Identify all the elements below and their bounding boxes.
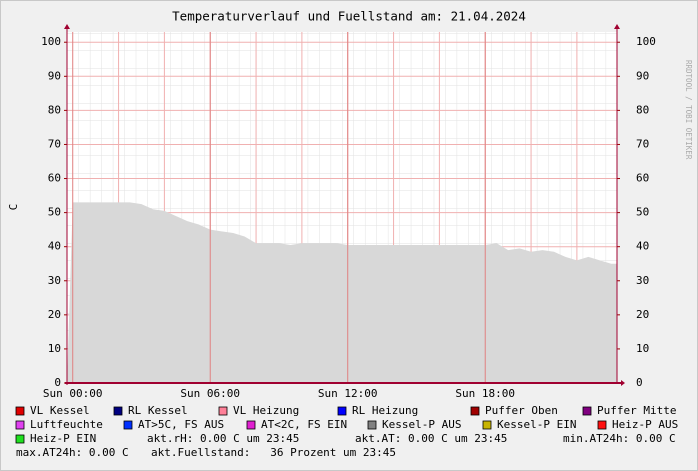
y2-tick-label: 30	[636, 274, 649, 287]
chart-title: Temperaturverlauf und Fuellstand am: 21.…	[172, 9, 526, 24]
y-tick-label: 60	[48, 172, 61, 185]
legend-label: Heiz-P AUS	[612, 418, 678, 431]
x-tick-label: Sun 00:00	[43, 387, 103, 400]
legend-label: AT<2C, FS EIN	[261, 418, 347, 431]
x-arrow	[621, 380, 625, 386]
annotation: min.AT24h: 0.00 C	[563, 432, 676, 445]
y2-tick-label: 60	[636, 172, 649, 185]
legend-swatch	[482, 420, 492, 430]
y2-tick-label: 10	[636, 342, 649, 355]
annotation: akt.Fuellstand: 36 Prozent um 23:45	[151, 446, 396, 459]
y2-tick-label: 0	[636, 376, 643, 389]
y-tick-label: 40	[48, 240, 61, 253]
y-tick-label: 0	[54, 376, 61, 389]
legend-swatch	[15, 406, 25, 416]
y-tick-label: 80	[48, 103, 61, 116]
y-tick-label: 90	[48, 69, 61, 82]
y-tick-label: 50	[48, 206, 61, 219]
legend-swatch	[470, 406, 480, 416]
y-tick-label: 30	[48, 274, 61, 287]
legend-swatch	[337, 406, 347, 416]
legend-swatch	[218, 406, 228, 416]
y2-tick-label: 50	[636, 206, 649, 219]
y2-tick-label: 90	[636, 69, 649, 82]
y2-tick-label: 70	[636, 137, 649, 150]
x-tick-label: Sun 12:00	[318, 387, 378, 400]
legend-swatch	[597, 420, 607, 430]
y2-tick-label: 20	[636, 308, 649, 321]
watermark: RRDTOOL / TOBI OETIKER	[684, 60, 693, 160]
legend-swatch	[15, 434, 25, 444]
legend-label: VL Heizung	[233, 404, 299, 417]
legend-swatch	[582, 406, 592, 416]
legend-label: Kessel-P AUS	[382, 418, 461, 431]
legend-swatch	[123, 420, 133, 430]
y2-tick-label: 40	[636, 240, 649, 253]
x-tick-label: Sun 18:00	[455, 387, 515, 400]
annotation: max.AT24h: 0.00 C	[16, 446, 129, 459]
y-axis-label: C	[7, 204, 20, 211]
legend-swatch	[15, 420, 25, 430]
legend-label: AT>5C, FS AUS	[138, 418, 224, 431]
legend-label: Puffer Mitte	[597, 404, 676, 417]
legend-swatch	[113, 406, 123, 416]
y-tick-label: 70	[48, 137, 61, 150]
legend-swatch	[367, 420, 377, 430]
legend-label: RL Heizung	[352, 404, 418, 417]
y-arrow	[64, 24, 70, 29]
legend-label: Luftfeuchte	[30, 418, 103, 431]
legend-swatch	[246, 420, 256, 430]
y2-arrow	[614, 24, 620, 29]
legend-label: Heiz-P EIN	[30, 432, 96, 445]
x-tick-label: Sun 06:00	[180, 387, 240, 400]
annotation: akt.rH: 0.00 C um 23:45	[147, 432, 299, 445]
legend-label: RL Kessel	[128, 404, 188, 417]
y-tick-label: 10	[48, 342, 61, 355]
y-tick-label: 20	[48, 308, 61, 321]
y-tick-label: 100	[41, 35, 61, 48]
legend-label: Kessel-P EIN	[497, 418, 576, 431]
legend-label: VL Kessel	[30, 404, 90, 417]
annotation: akt.AT: 0.00 C um 23:45	[355, 432, 507, 445]
area	[67, 202, 617, 383]
y2-tick-label: 80	[636, 103, 649, 116]
legend-label: Puffer Oben	[485, 404, 558, 417]
y2-tick-label: 100	[636, 35, 656, 48]
